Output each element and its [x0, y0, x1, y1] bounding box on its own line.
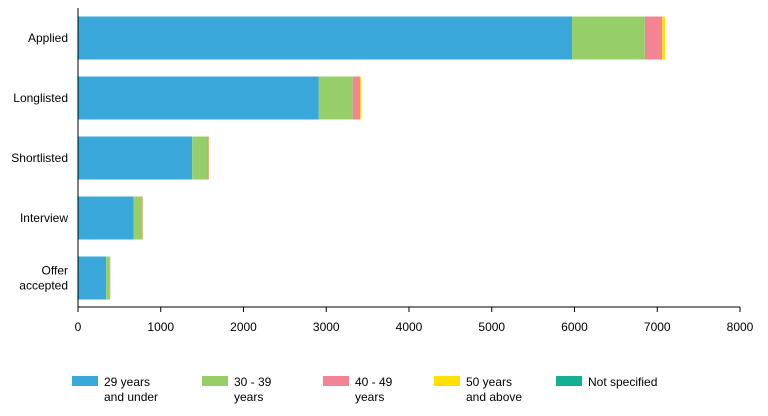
bar-segment-offer-accepted-series-2 — [106, 257, 110, 300]
x-tick-label: 6000 — [561, 320, 588, 334]
bar-segment-interview-series-1 — [78, 197, 133, 240]
bar-segment-shortlisted-series-3 — [207, 137, 209, 180]
x-tick-label: 3000 — [313, 320, 340, 334]
legend-swatch — [72, 376, 98, 386]
x-tick-label: 5000 — [478, 320, 505, 334]
bar-segment-applied-series-3 — [645, 17, 662, 60]
category-label: Interview — [20, 211, 68, 225]
bar-segment-longlisted-series-3 — [353, 77, 360, 120]
bar-segment-offer-accepted-series-1 — [78, 257, 106, 300]
category-label: Applied — [28, 31, 68, 45]
category-label: Longlisted — [13, 91, 68, 105]
bar-segment-applied-series-1 — [78, 17, 572, 60]
legend-swatch — [556, 376, 582, 386]
bar-segment-interview-series-3 — [141, 197, 142, 240]
bar-segment-longlisted-series-2 — [319, 77, 353, 120]
x-tick-label: 1000 — [147, 320, 174, 334]
bar-segment-shortlisted-series-2 — [192, 137, 207, 180]
x-tick-label: 2000 — [230, 320, 257, 334]
bar-segment-applied-series-2 — [572, 17, 645, 60]
legend-swatch — [434, 376, 460, 386]
legend-swatch — [202, 376, 228, 386]
bar-segment-longlisted-series-4 — [360, 77, 361, 120]
bar-segment-applied-series-4 — [662, 17, 665, 60]
x-tick-label: 8000 — [727, 320, 754, 334]
category-label: Shortlisted — [11, 151, 68, 165]
legend-label: Not specified — [588, 375, 657, 389]
legend-swatch — [323, 376, 349, 386]
bar-segment-longlisted-series-1 — [78, 77, 319, 120]
bar-segment-shortlisted-series-1 — [78, 137, 192, 180]
x-tick-label: 0 — [75, 320, 82, 334]
x-tick-label: 7000 — [644, 320, 671, 334]
bar-segment-interview-series-2 — [133, 197, 141, 240]
x-tick-label: 4000 — [396, 320, 423, 334]
